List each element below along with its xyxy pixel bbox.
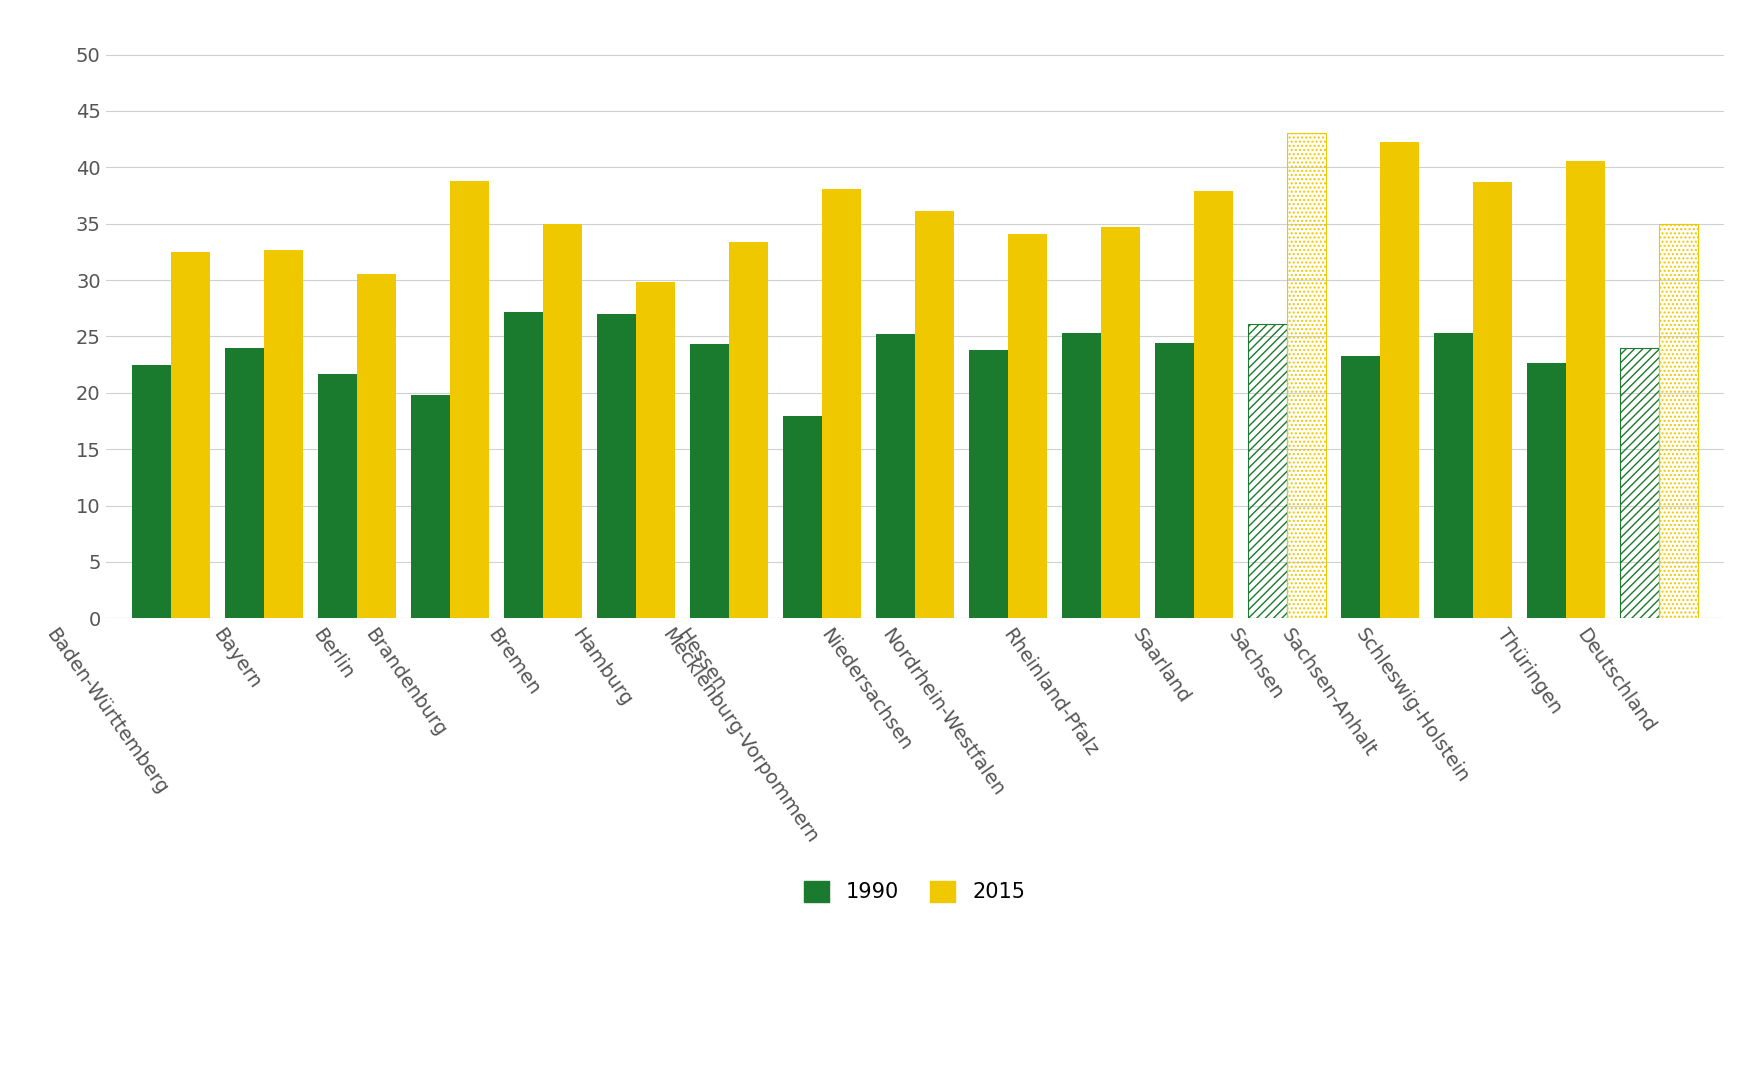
- Bar: [728, 242, 767, 618]
- Bar: [1620, 348, 1659, 618]
- Bar: [1527, 364, 1566, 618]
- Bar: [357, 274, 396, 618]
- Bar: [1434, 333, 1472, 618]
- Bar: [1101, 227, 1140, 618]
- Bar: [783, 417, 821, 618]
- Bar: [876, 334, 915, 618]
- Bar: [1194, 191, 1233, 618]
- Bar: [1566, 161, 1604, 618]
- Bar: [690, 344, 728, 618]
- Bar: [225, 348, 264, 618]
- Bar: [1247, 324, 1286, 618]
- Bar: [318, 373, 357, 618]
- Bar: [635, 282, 675, 618]
- Bar: [1659, 224, 1697, 618]
- Bar: [1379, 143, 1420, 618]
- Bar: [969, 350, 1008, 618]
- Bar: [1008, 233, 1047, 618]
- Bar: [1062, 333, 1101, 618]
- Bar: [1472, 182, 1511, 618]
- Legend: 1990, 2015: 1990, 2015: [793, 870, 1036, 912]
- Bar: [1154, 343, 1194, 618]
- Bar: [544, 224, 582, 618]
- Bar: [410, 395, 450, 618]
- Bar: [264, 249, 303, 618]
- Bar: [1286, 133, 1326, 618]
- Bar: [821, 189, 860, 618]
- Bar: [596, 313, 635, 618]
- Bar: [171, 252, 209, 618]
- Bar: [915, 211, 953, 618]
- Bar: [450, 181, 489, 618]
- Bar: [1340, 356, 1379, 618]
- Bar: [503, 311, 544, 618]
- Bar: [132, 365, 171, 618]
